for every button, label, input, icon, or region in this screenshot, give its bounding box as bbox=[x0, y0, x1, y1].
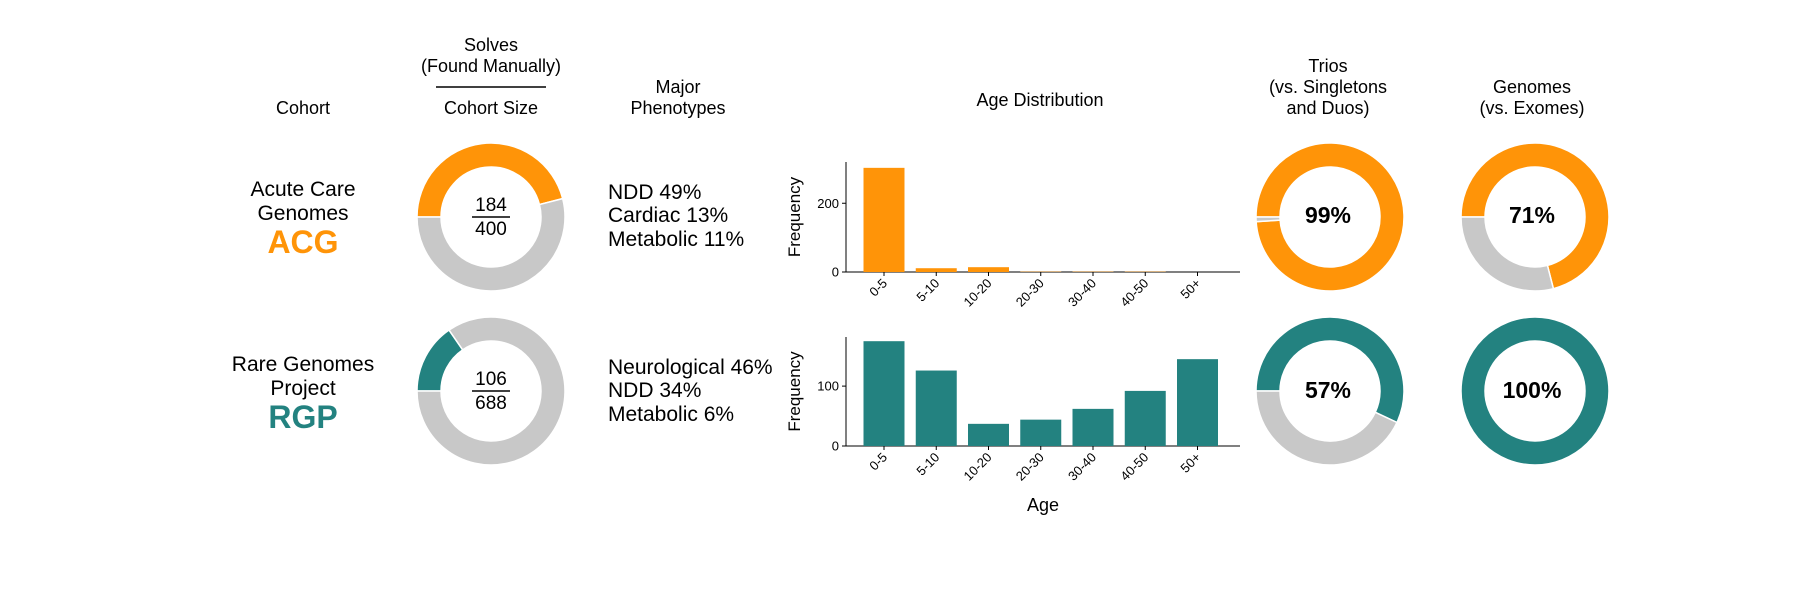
header-cohort-size: Cohort Size bbox=[444, 98, 538, 118]
header-solves: Solves bbox=[464, 35, 518, 55]
cohort-size-rgp: 688 bbox=[475, 393, 507, 414]
donut-solves-acg bbox=[416, 142, 566, 292]
header-trios: Trios bbox=[1308, 56, 1347, 76]
age-acg-x-tick-label: 0-5 bbox=[866, 276, 890, 300]
age-acg-x-tick-label: 5-10 bbox=[913, 276, 942, 305]
phenotype-acg-1: NDD 49% bbox=[608, 181, 701, 204]
age-acg-x-tick-label: 20-30 bbox=[1013, 276, 1047, 310]
header-major: Major bbox=[655, 77, 700, 97]
age-acg-x-tick-label: 40-50 bbox=[1117, 276, 1151, 310]
solves-count-rgp: 106 bbox=[475, 369, 507, 390]
age-acg-y-tick-label: 0 bbox=[832, 265, 839, 280]
age-acg-y-tick-label: 200 bbox=[817, 196, 839, 211]
solves-rgp-slice-2 bbox=[416, 316, 566, 466]
age-acg-x-tick-label: 30-40 bbox=[1065, 276, 1099, 310]
donut-genomes-acg bbox=[1460, 142, 1610, 292]
age-acg-y-axis-label: Frequency bbox=[785, 176, 804, 257]
genomes-acg-slice-1 bbox=[1460, 142, 1610, 290]
age-acg-x-tick-label: 10-20 bbox=[961, 276, 995, 310]
age-rgp-x-tick-label: 5-10 bbox=[913, 450, 942, 479]
age-acg-bar-5-10 bbox=[915, 268, 957, 272]
header-genomes-vs: (vs. Exomes) bbox=[1479, 98, 1584, 118]
donut-trios-acg bbox=[1255, 142, 1405, 292]
cohort-name-acg-line2: Genomes bbox=[257, 202, 348, 225]
header-age-distribution: Age Distribution bbox=[976, 90, 1103, 110]
header-trios-vs: (vs. Singletons bbox=[1269, 77, 1387, 97]
phenotype-acg-2: Cardiac 13% bbox=[608, 204, 728, 227]
cohort-name-acg-line1: Acute Care bbox=[250, 178, 355, 201]
age-rgp-bar-40-50 bbox=[1124, 390, 1166, 446]
header-genomes: Genomes bbox=[1493, 77, 1571, 97]
trios-acg-slice-1 bbox=[1255, 142, 1405, 292]
header-cohort: Cohort bbox=[276, 98, 330, 118]
solves-acg-slice-2 bbox=[416, 197, 566, 292]
age-acg-x-tick-label: 50+ bbox=[1177, 276, 1203, 302]
phenotype-rgp-2: NDD 34% bbox=[608, 379, 701, 402]
bar-chart-rgp: 0-5 5-10 10-20 20-30 30-40 40-50 50+ 0 100 Freque… bbox=[785, 337, 1240, 515]
age-rgp-x-tick-label: 20-30 bbox=[1013, 450, 1047, 484]
age-rgp-x-tick-label: 0-5 bbox=[866, 450, 890, 474]
age-rgp-x-tick-label: 10-20 bbox=[961, 450, 995, 484]
age-rgp-bar-5-10 bbox=[915, 370, 957, 446]
donut-trios-rgp bbox=[1255, 316, 1405, 466]
phenotype-rgp-3: Metabolic 6% bbox=[608, 403, 734, 426]
phenotype-acg-3: Metabolic 11% bbox=[608, 228, 744, 251]
trios-rgp-slice-2 bbox=[1255, 390, 1398, 466]
donut-genomes-rgp bbox=[1460, 316, 1610, 466]
solves-count-acg: 184 bbox=[475, 195, 507, 216]
cohort-size-acg: 400 bbox=[475, 219, 507, 240]
cohort-abbr-rgp: RGP bbox=[268, 399, 337, 435]
age-rgp-x-tick-label: 40-50 bbox=[1117, 450, 1151, 484]
header-phenotypes: Phenotypes bbox=[630, 98, 725, 118]
age-rgp-bar-10-20 bbox=[968, 423, 1009, 446]
age-rgp-y-tick-label: 100 bbox=[817, 379, 839, 394]
trios-acg-slice-2 bbox=[1255, 216, 1281, 223]
genomes-label-rgp: 100% bbox=[1503, 377, 1562, 403]
age-rgp-y-tick-label: 0 bbox=[832, 439, 839, 454]
age-rgp-bar-50+ bbox=[1177, 359, 1218, 446]
age-rgp-x-axis-label: Age bbox=[1027, 495, 1059, 515]
genomes-acg-slice-2 bbox=[1460, 216, 1555, 292]
age-rgp-bar-0-5 bbox=[863, 341, 905, 446]
trios-label-rgp: 57% bbox=[1305, 377, 1351, 403]
age-rgp-y-axis-label: Frequency bbox=[785, 351, 804, 432]
header-found-manually: (Found Manually) bbox=[421, 56, 561, 76]
age-rgp-x-tick-label: 50+ bbox=[1177, 450, 1203, 476]
donut-solves-rgp bbox=[416, 316, 566, 466]
age-acg-bar-10-20 bbox=[968, 267, 1009, 272]
phenotype-rgp-1: Neurological 46% bbox=[608, 356, 773, 379]
genomes-label-acg: 71% bbox=[1509, 202, 1555, 228]
age-rgp-x-tick-label: 30-40 bbox=[1065, 450, 1099, 484]
solves-acg-slice-1 bbox=[416, 142, 564, 218]
age-rgp-bar-30-40 bbox=[1072, 408, 1114, 446]
age-acg-bar-0-5 bbox=[863, 167, 905, 272]
age-rgp-bar-20-30 bbox=[1020, 419, 1062, 446]
trios-rgp-slice-1 bbox=[1255, 316, 1405, 424]
cohort-abbr-acg: ACG bbox=[267, 224, 338, 260]
trios-label-acg: 99% bbox=[1305, 202, 1351, 228]
header-trios-and: and Duos) bbox=[1286, 98, 1369, 118]
genomes-rgp-slice-1 bbox=[1460, 316, 1610, 466]
bar-chart-acg: 0-5 5-10 10-20 20-30 30-40 40-50 50+ 0 200 Freque… bbox=[785, 162, 1240, 310]
cohort-name-rgp-line1: Rare Genomes bbox=[232, 353, 374, 376]
cohort-name-rgp-line2: Project bbox=[270, 377, 336, 400]
